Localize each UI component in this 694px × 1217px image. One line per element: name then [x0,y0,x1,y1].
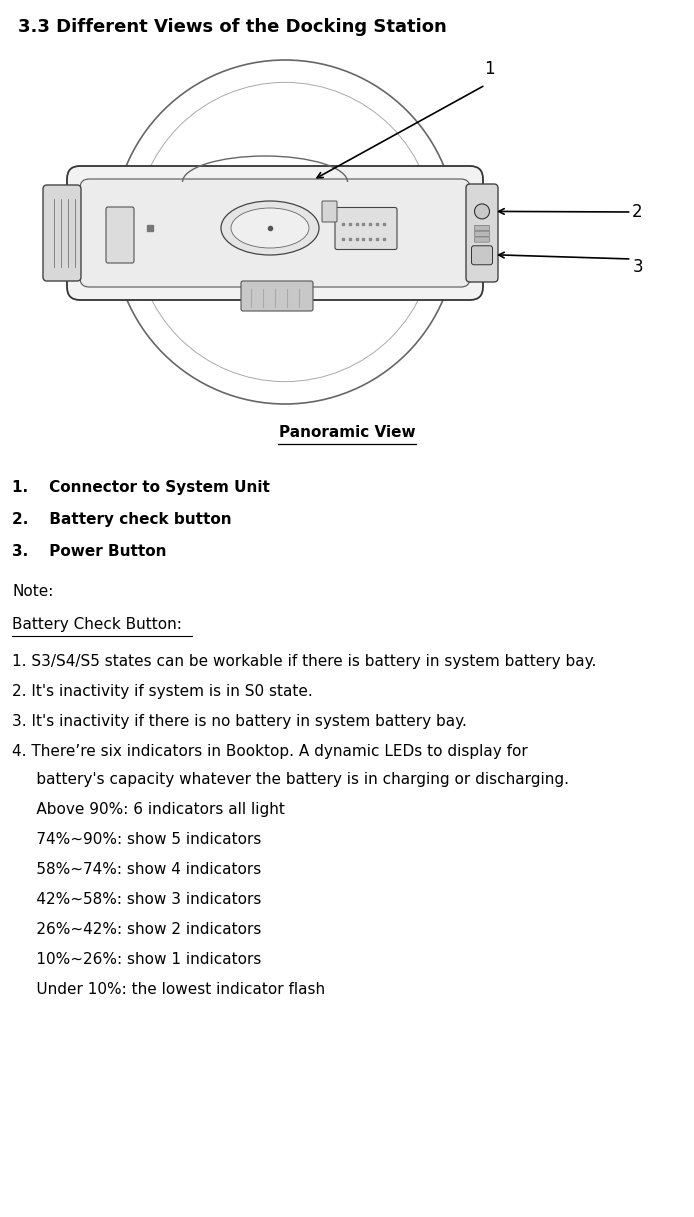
Circle shape [475,204,489,219]
FancyBboxPatch shape [67,166,483,301]
FancyBboxPatch shape [106,207,134,263]
Text: 3.3 Different Views of the Docking Station: 3.3 Different Views of the Docking Stati… [18,18,447,37]
Text: 26%~42%: show 2 indicators: 26%~42%: show 2 indicators [12,922,262,937]
Text: 4. There’re six indicators in Booktop. A dynamic LEDs to display for: 4. There’re six indicators in Booktop. A… [12,744,527,759]
FancyBboxPatch shape [80,179,470,287]
Text: 3. It's inactivity if there is no battery in system battery bay.: 3. It's inactivity if there is no batter… [12,714,467,729]
FancyBboxPatch shape [335,208,397,249]
FancyArrowPatch shape [498,252,629,259]
FancyArrowPatch shape [317,86,483,178]
Text: 3.    Power Button: 3. Power Button [12,544,167,559]
Text: 1.    Connector to System Unit: 1. Connector to System Unit [12,479,270,495]
FancyBboxPatch shape [241,281,313,312]
Text: Above 90%: 6 indicators all light: Above 90%: 6 indicators all light [12,802,285,817]
FancyBboxPatch shape [322,201,337,221]
Text: 2. It's inactivity if system is in S0 state.: 2. It's inactivity if system is in S0 st… [12,684,313,699]
FancyBboxPatch shape [466,184,498,282]
Text: 1. S3/S4/S5 states can be workable if there is battery in system battery bay.: 1. S3/S4/S5 states can be workable if th… [12,654,596,669]
FancyBboxPatch shape [471,246,493,265]
Text: 10%~26%: show 1 indicators: 10%~26%: show 1 indicators [12,952,262,968]
Text: 3: 3 [632,258,643,276]
Text: 2: 2 [632,203,643,221]
Text: battery's capacity whatever the battery is in charging or discharging.: battery's capacity whatever the battery … [12,772,569,787]
Text: Panoramic View: Panoramic View [279,425,415,441]
Text: 58%~74%: show 4 indicators: 58%~74%: show 4 indicators [12,862,261,877]
FancyArrowPatch shape [499,208,629,214]
Text: Note:: Note: [12,584,53,599]
FancyBboxPatch shape [475,231,489,236]
FancyBboxPatch shape [43,185,81,281]
Text: 42%~58%: show 3 indicators: 42%~58%: show 3 indicators [12,892,262,907]
FancyBboxPatch shape [475,237,489,242]
FancyBboxPatch shape [475,225,489,230]
Text: 2.    Battery check button: 2. Battery check button [12,512,232,527]
Ellipse shape [231,208,309,248]
Text: 74%~90%: show 5 indicators: 74%~90%: show 5 indicators [12,832,262,847]
Ellipse shape [221,201,319,256]
Text: Battery Check Button:: Battery Check Button: [12,617,182,632]
Text: 1: 1 [484,60,495,78]
Text: Under 10%: the lowest indicator flash: Under 10%: the lowest indicator flash [12,982,325,997]
